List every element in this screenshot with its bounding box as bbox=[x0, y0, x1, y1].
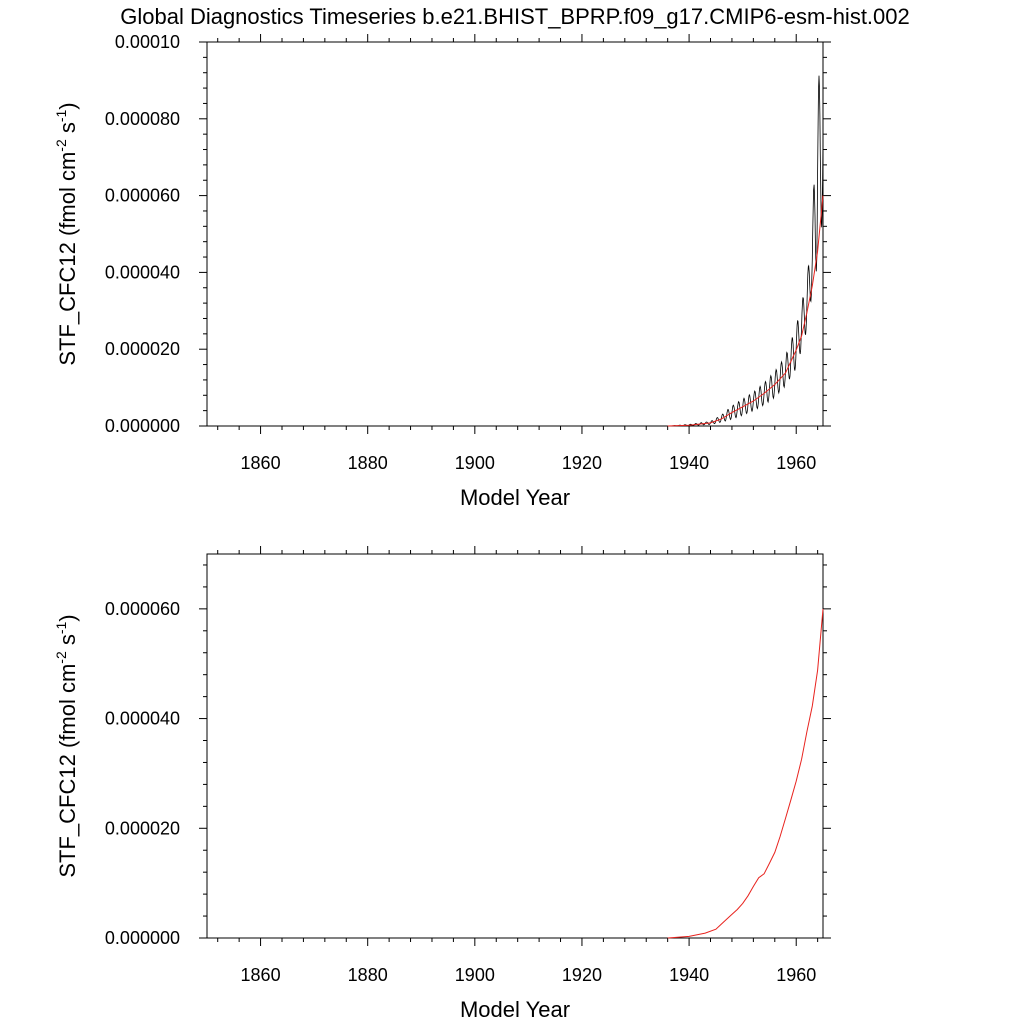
y-tick-label: 0.000060 bbox=[105, 186, 180, 206]
y-tick-label: 0.000040 bbox=[105, 262, 180, 282]
x-tick-label: 1960 bbox=[776, 453, 816, 473]
tick-labels-top: 1860 1880 1900 1920 1940 1960 0.000000 0.000020… bbox=[105, 32, 816, 473]
chart-top: 1860 1880 1900 1920 1940 1960 0.000000 0.000020… bbox=[53, 32, 831, 510]
x-tick-label: 1880 bbox=[348, 965, 388, 985]
series-monthly-line bbox=[667, 75, 824, 427]
x-tick-label: 1860 bbox=[241, 453, 281, 473]
series-top bbox=[667, 75, 824, 427]
x-tick-label: 1880 bbox=[348, 453, 388, 473]
y-tick-label: 0.000060 bbox=[105, 599, 180, 619]
x-tick-label: 1940 bbox=[669, 453, 709, 473]
plot-frame-top bbox=[206, 41, 824, 427]
x-axis-label-bottom: Model Year bbox=[460, 997, 570, 1022]
plot-frame-bottom bbox=[206, 553, 824, 939]
ticks-top bbox=[199, 34, 831, 434]
x-tick-label: 1900 bbox=[455, 453, 495, 473]
x-tick-label: 1920 bbox=[562, 965, 602, 985]
y-tick-label: 0.000020 bbox=[105, 339, 180, 359]
x-tick-label: 1900 bbox=[455, 965, 495, 985]
y-tick-label: 0.000080 bbox=[105, 109, 180, 129]
y-tick-label: 0.000000 bbox=[105, 928, 180, 948]
series-annual-line bbox=[667, 608, 824, 939]
x-tick-label: 1920 bbox=[562, 453, 602, 473]
x-tick-label: 1960 bbox=[776, 965, 816, 985]
y-axis-label-bottom: STF_CFC12 (fmol cm-2 s-1) bbox=[53, 614, 80, 877]
chart-bottom: 1860 1880 1900 1920 1940 1960 0.000000 0.000020… bbox=[53, 546, 831, 1022]
x-axis-label-top: Model Year bbox=[460, 485, 570, 510]
series-bottom bbox=[667, 608, 824, 939]
y-tick-label: 0.00010 bbox=[115, 32, 180, 52]
figure-title: Global Diagnostics Timeseries b.e21.BHIS… bbox=[120, 4, 910, 29]
x-tick-label: 1940 bbox=[669, 965, 709, 985]
y-tick-label: 0.000020 bbox=[105, 818, 180, 838]
ticks-bottom bbox=[199, 546, 831, 946]
y-tick-label: 0.000000 bbox=[105, 416, 180, 436]
tick-labels-bottom: 1860 1880 1900 1920 1940 1960 0.000000 0.000020… bbox=[105, 599, 816, 985]
series-annual-line bbox=[667, 195, 824, 427]
x-tick-label: 1860 bbox=[241, 965, 281, 985]
y-axis-label-top: STF_CFC12 (fmol cm-2 s-1) bbox=[53, 102, 80, 365]
y-tick-label: 0.000040 bbox=[105, 709, 180, 729]
